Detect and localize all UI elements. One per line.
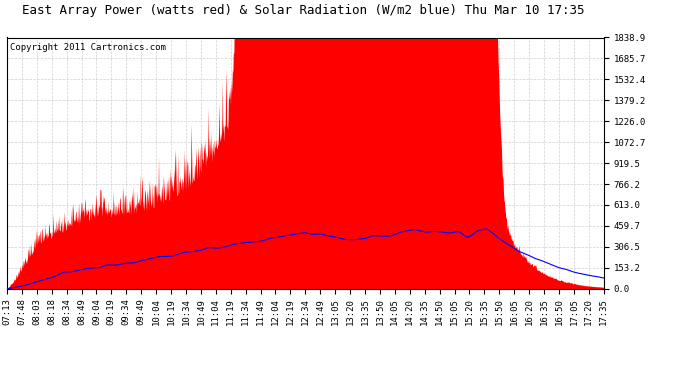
Text: Copyright 2011 Cartronics.com: Copyright 2011 Cartronics.com: [10, 42, 166, 51]
Text: East Array Power (watts red) & Solar Radiation (W/m2 blue) Thu Mar 10 17:35: East Array Power (watts red) & Solar Rad…: [22, 4, 585, 17]
